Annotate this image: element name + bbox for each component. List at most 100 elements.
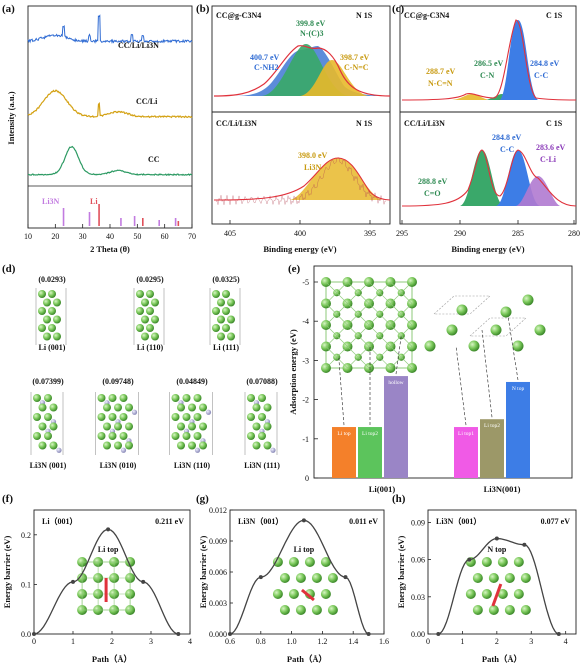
y-tick-label: 0.0	[21, 630, 31, 639]
x-tick-label: 3	[529, 637, 533, 646]
y-tick-label: 0.003	[209, 599, 227, 608]
x-tick-label: 1	[460, 637, 464, 646]
panel-c-top-sample: CC@g-C3N4	[404, 11, 449, 20]
adsorption-bar-label: Li top	[337, 431, 351, 437]
adsorption-bar	[506, 381, 530, 478]
panels-f-g-h: (f) Li（001） 0.211 eV Energy barrier (eV) Pat…	[2, 493, 577, 664]
panel-a-xticks: 10 20 30 40 50 60 70	[24, 224, 196, 241]
adsorption-bar-label: Li top2	[484, 423, 500, 429]
li3n-slab-value: (0.07399)	[32, 377, 64, 386]
panel-a: (a) Intensity (a.u.) 10 20 30 40 50 60 70 2 Th…	[2, 3, 196, 254]
panel-a-xlabel: 2 Theta (θ)	[90, 244, 130, 254]
trace-cc	[28, 145, 193, 177]
peak-b-398: 398.7 eV	[340, 53, 370, 62]
panel-f: (f) Li（001） 0.211 eV Energy barrier (eV) Pat…	[2, 493, 192, 664]
y-tick-label: 0.006	[209, 568, 227, 577]
site-label: N top	[487, 545, 506, 554]
li3n-slab-label: Li3N (010)	[100, 461, 137, 470]
diffusion-path	[300, 588, 315, 602]
species-c-284: C-C	[534, 71, 548, 80]
panel-f-letter: (f)	[2, 493, 13, 505]
li-slab	[133, 288, 165, 345]
adsorption-bar	[384, 376, 408, 478]
x-tick-label: 0.6	[225, 637, 235, 646]
li3n-slab	[169, 392, 213, 455]
tick-label: 70	[188, 232, 196, 241]
panel-b-bottom-element: N 1S	[356, 119, 373, 128]
panel-xlabel: Path（Å）	[92, 654, 132, 664]
li3n-slab-label: Li3N (110)	[174, 461, 211, 470]
panel-e-bars: Li top Li top2 hollow Li top1 Li top2 N top	[332, 315, 530, 478]
tick-label: -5	[302, 278, 309, 287]
panel-b: (b) CC@g-C3N4 N 1S 399.8 eV N-(C)3 400.7…	[196, 3, 391, 254]
panel-ylabel: Energy barrier (eV)	[198, 536, 208, 609]
x-tick-label: 0	[426, 637, 430, 646]
x-tick-label: 1	[71, 637, 75, 646]
li3n-slab-value: (0.04849)	[176, 377, 208, 386]
y-tick-label: 0.000	[209, 630, 227, 639]
site-label: Li top	[294, 545, 315, 554]
adsorption-bar	[358, 427, 382, 478]
panel-title: Li（001）	[42, 516, 78, 526]
li001-lattice	[321, 277, 417, 373]
tick-label: 30	[79, 232, 87, 241]
x-tick-label: 0	[32, 637, 36, 646]
peak-c-284-b: 284.8 eV	[492, 133, 522, 142]
barrier-point	[343, 575, 348, 580]
li-slab-label: Li (111)	[213, 343, 239, 352]
panel-e: (e) Adsorption energy (eV) -5 -4 -3 -2 -1 0 L…	[288, 263, 573, 494]
panel-a-ylabel: Intensity (a.u.)	[6, 91, 16, 144]
panel-h: (h) Li3N（001） 0.077 eV Energy barrier (eV) P…	[392, 493, 577, 664]
panel-title: Li3N（001）	[238, 516, 283, 526]
adsorption-bar	[480, 419, 504, 478]
tick-label: 20	[51, 232, 59, 241]
diffusion-path	[491, 583, 503, 607]
tick-label: 10	[24, 232, 32, 241]
barrier-point	[258, 575, 263, 580]
trace-cc-li	[27, 89, 193, 119]
site-pointer	[338, 357, 345, 426]
tick-label: 400	[294, 229, 306, 238]
panel-e-frame	[313, 265, 573, 479]
x-tick-label: 2	[110, 637, 114, 646]
panel-barrier-value: 0.077 eV	[541, 517, 571, 526]
barrier-point	[366, 632, 371, 636]
panel-g-letter: (g)	[196, 493, 209, 505]
site-pointer	[481, 329, 493, 418]
panel-e-ylabel: Adsorption energy (eV)	[288, 329, 298, 415]
species-c-co: C=O	[424, 189, 441, 198]
barrier-point	[522, 542, 527, 547]
tick-label: 0	[305, 474, 309, 483]
site-pointer	[395, 335, 402, 375]
panel-b-xticks: 405 400 395	[224, 220, 376, 238]
x-tick-label: 1.6	[379, 637, 389, 646]
barrier-point	[494, 536, 499, 541]
x-tick-label: 0.8	[256, 637, 266, 646]
y-tick-label: 0.06	[411, 556, 425, 565]
li3n-slab-value: (0.09748)	[102, 377, 134, 386]
li3n-slab-label: Li3N (111)	[244, 461, 280, 470]
y-tick-label: 0.1	[21, 580, 31, 589]
label-ref-li3n: Li3N	[42, 197, 60, 206]
adsorption-bar-label: Li top1	[458, 431, 474, 437]
panel-b-bottom-sample: CC/Li/Li3N	[216, 119, 257, 128]
panel-barrier-value: 0.211 eV	[155, 517, 184, 526]
panel-barrier-value: 0.011 eV	[349, 517, 378, 526]
panel-a-reference-lines	[62, 204, 180, 226]
tick-label: 50	[133, 232, 141, 241]
li-slab-value: (0.0295)	[136, 275, 164, 284]
barrier-point	[176, 632, 181, 636]
x-tick-label: 4	[188, 637, 192, 646]
tick-label: -4	[302, 317, 309, 326]
panel-e-letter: (e)	[288, 263, 301, 275]
li-slab	[35, 288, 67, 345]
li-slab-label: Li (110)	[137, 343, 164, 352]
barrier-point	[32, 632, 36, 636]
panel-c-bottom-element: C 1S	[546, 119, 563, 128]
li3n-slab	[244, 392, 278, 455]
y-tick-label: 0.2	[21, 531, 31, 540]
panel-c-frame	[399, 5, 577, 225]
y-tick-label: 0.09	[411, 518, 425, 527]
peak-c-286: 286.5 eV	[474, 59, 504, 68]
site-label: Li top	[98, 545, 119, 554]
